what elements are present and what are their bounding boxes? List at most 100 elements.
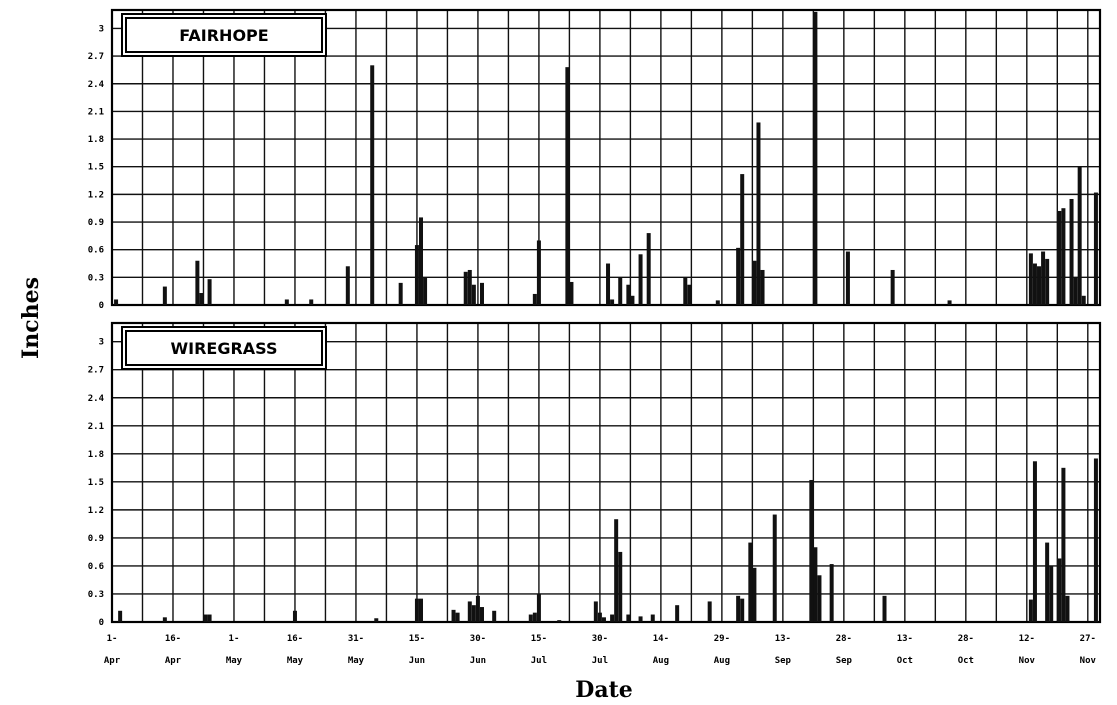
y-tick-label: 2.4 xyxy=(88,80,105,90)
x-axis: 1- Apr 16- Apr 1- May 16- May 31- May 15- Jun 30- Jun… xyxy=(104,634,1097,666)
y-tick-label: 0.6 xyxy=(88,562,104,572)
x-tick-label-day: 28- xyxy=(836,634,852,644)
bar xyxy=(1032,461,1037,622)
bar xyxy=(760,269,765,305)
x-tick-label-day: 29- xyxy=(714,634,730,644)
bar xyxy=(740,174,745,305)
x-axis-title: Date xyxy=(575,677,633,703)
bar xyxy=(618,277,623,305)
bar xyxy=(565,67,570,305)
bar xyxy=(528,614,533,622)
panel-title: FAIRHOPE xyxy=(179,26,268,45)
y-tick-label: 1.2 xyxy=(88,506,104,516)
bar xyxy=(610,299,615,305)
y-tick-label: 0.3 xyxy=(88,273,104,283)
y-tick-label: 0.9 xyxy=(88,218,104,228)
panel-title-box xyxy=(125,17,323,53)
bar xyxy=(829,564,834,622)
bar xyxy=(195,260,200,305)
bar xyxy=(414,245,419,305)
bar xyxy=(947,300,952,305)
bar xyxy=(451,609,456,622)
bar xyxy=(1073,277,1078,305)
bar xyxy=(1057,210,1062,305)
x-tick-label-day: 1- xyxy=(107,634,118,644)
bar xyxy=(557,620,562,622)
x-tick-label-day: 15- xyxy=(531,634,547,644)
x-tick-label-month: May xyxy=(287,656,304,666)
panel-fairhope: 0 0.3 0.6 0.9 1.2 1.5 1.8 2.1 2.4 2.7 3 FAIRHOPE xyxy=(88,8,1102,311)
x-tick-label-month: Aug xyxy=(714,656,730,666)
x-tick-label-day: 31- xyxy=(348,634,364,644)
bar xyxy=(813,547,818,622)
bar xyxy=(1077,166,1082,305)
x-tick-label-month: Sep xyxy=(775,656,792,666)
x-tick-label-month: Aug xyxy=(653,656,669,666)
x-tick-label-month: Nov xyxy=(1019,656,1036,666)
y-tick-label: 1.8 xyxy=(88,135,104,145)
bar xyxy=(715,300,720,305)
bar xyxy=(479,607,484,622)
bar xyxy=(845,251,850,305)
bar xyxy=(463,271,468,305)
bar xyxy=(736,247,741,305)
bar xyxy=(1045,542,1050,622)
bar xyxy=(1028,599,1033,622)
bar xyxy=(1041,251,1046,305)
x-tick-label-month: Apr xyxy=(104,656,121,666)
bar xyxy=(646,233,651,305)
y-tick-label: 1.8 xyxy=(88,450,104,460)
bar xyxy=(374,618,379,622)
bar xyxy=(292,610,297,622)
bar xyxy=(593,601,598,622)
bar xyxy=(423,277,428,305)
bar xyxy=(748,542,753,622)
bar xyxy=(618,551,623,622)
x-tick-label-day: 30- xyxy=(470,634,486,644)
bar xyxy=(1069,198,1074,305)
bar xyxy=(471,605,476,622)
bar xyxy=(419,217,424,305)
bar xyxy=(207,614,212,622)
plot-frame xyxy=(110,321,1102,624)
bar xyxy=(736,595,741,622)
y-tick-label: 0.9 xyxy=(88,534,104,544)
bar xyxy=(345,266,350,305)
x-tick-label-day: 13- xyxy=(775,634,791,644)
bar xyxy=(532,293,537,305)
bar xyxy=(638,616,643,622)
panel-title-box xyxy=(125,330,323,366)
y-tick-label: 2.4 xyxy=(88,394,105,404)
bar xyxy=(752,567,757,622)
bar xyxy=(309,299,314,305)
bar xyxy=(1037,266,1042,305)
y-tick-label: 3 xyxy=(99,338,104,348)
bar xyxy=(203,614,208,622)
x-tick-label-month: Oct xyxy=(958,656,974,666)
x-tick-label-month: Jul xyxy=(531,656,547,666)
bar xyxy=(756,122,761,305)
x-tick-label-day: 28- xyxy=(958,634,974,644)
x-tick-label-month: May xyxy=(348,656,365,666)
y-tick-label: 3 xyxy=(99,24,104,34)
bar xyxy=(1093,192,1098,305)
bar xyxy=(118,610,123,622)
bar xyxy=(597,612,602,622)
x-tick-label-day: 1- xyxy=(229,634,240,644)
bar xyxy=(455,612,460,622)
x-tick-label-day: 13- xyxy=(897,634,913,644)
bar xyxy=(475,595,480,622)
bar xyxy=(809,479,814,622)
bar xyxy=(536,593,541,622)
y-tick-label: 0 xyxy=(99,301,104,311)
y-tick-label: 2.1 xyxy=(88,107,104,117)
x-tick-label-month: Jun xyxy=(409,656,425,666)
y-tick-label: 0.3 xyxy=(88,590,104,600)
bar xyxy=(1045,258,1050,305)
bar xyxy=(626,284,631,305)
bar xyxy=(1028,253,1033,305)
x-tick-label-month: Apr xyxy=(165,656,182,666)
bar xyxy=(1049,565,1054,622)
x-tick-label-month: Jul xyxy=(592,656,608,666)
bar xyxy=(752,260,757,305)
